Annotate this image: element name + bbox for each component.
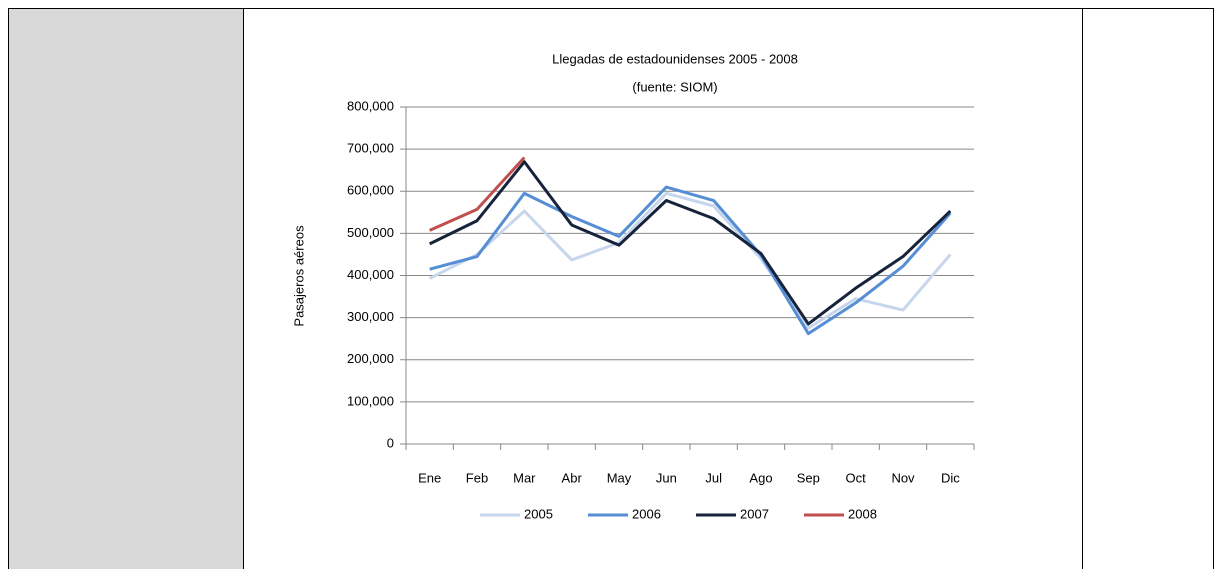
legend-label: 2007 <box>740 506 769 521</box>
series-line <box>428 191 952 330</box>
side-column <box>8 8 243 569</box>
y-tick-label: 0 <box>387 435 394 450</box>
legend-label: 2006 <box>632 506 661 521</box>
legend-label: 2008 <box>848 506 877 521</box>
series-line <box>429 185 952 336</box>
x-tick-label: Jul <box>705 470 722 485</box>
y-axis-label: Pasajeros aéreos <box>291 225 306 327</box>
x-tick-label: Ago <box>749 470 772 485</box>
legend-label: 2005 <box>524 506 553 521</box>
x-tick-label: Jun <box>656 470 677 485</box>
y-tick-label: 200,000 <box>347 351 394 366</box>
x-tick-label: Oct <box>846 470 867 485</box>
x-tick-label: Sep <box>797 470 820 485</box>
x-tick-label: Dic <box>941 470 960 485</box>
series-line <box>429 156 526 232</box>
y-tick-label: 800,000 <box>347 98 394 113</box>
x-tick-label: Ene <box>418 470 441 485</box>
x-tick-label: Mar <box>513 470 536 485</box>
x-tick-label: Nov <box>891 470 915 485</box>
x-tick-label: Abr <box>562 470 583 485</box>
y-tick-label: 500,000 <box>347 225 394 240</box>
y-tick-label: 600,000 <box>347 183 394 198</box>
y-tick-label: 100,000 <box>347 393 394 408</box>
series-line <box>429 160 952 326</box>
y-tick-label: 400,000 <box>347 267 394 282</box>
chart-subtitle: (fuente: SIOM) <box>632 79 717 94</box>
y-tick-label: 700,000 <box>347 141 394 156</box>
x-tick-label: May <box>607 470 632 485</box>
x-tick-label: Feb <box>466 470 488 485</box>
chart-title: Llegadas de estadounidenses 2005 - 2008 <box>552 51 798 66</box>
y-tick-label: 300,000 <box>347 309 394 324</box>
